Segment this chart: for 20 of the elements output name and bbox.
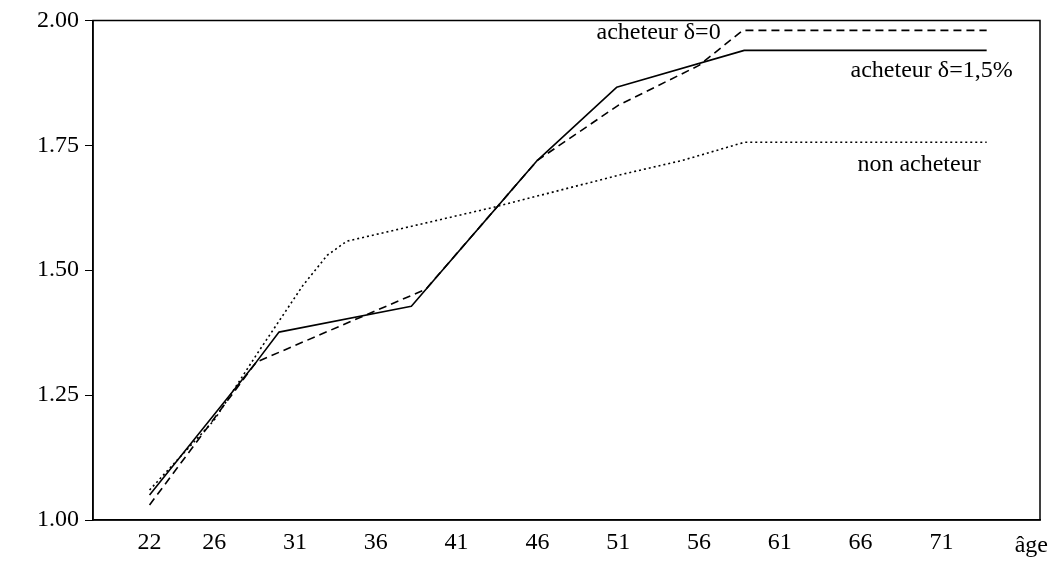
x-tick-label: 61: [767, 527, 792, 554]
y-tick-label: 1.25: [37, 380, 79, 407]
x-tick-label: 51: [606, 527, 631, 554]
series-label: acheteur δ=0: [596, 17, 721, 44]
x-tick-label: 46: [525, 527, 550, 554]
x-tick-label: 22: [137, 527, 162, 554]
x-tick-label: 26: [202, 527, 227, 554]
y-tick-label: 1.50: [37, 255, 79, 282]
series-label: non acheteur: [857, 149, 981, 176]
y-tick-label: 2.00: [37, 5, 79, 32]
x-tick-label: 66: [848, 527, 873, 554]
x-tick-label: 71: [929, 527, 954, 554]
x-tick-label: 56: [687, 527, 712, 554]
x-tick-label: 36: [363, 527, 388, 554]
y-tick-label: 1.00: [37, 505, 79, 532]
x-tick-label: 31: [283, 527, 308, 554]
x-tick-label: 41: [444, 527, 469, 554]
series-label: acheteur δ=1,5%: [850, 55, 1013, 82]
y-tick-label: 1.75: [37, 130, 79, 157]
x-axis-title: âge: [1014, 531, 1048, 558]
